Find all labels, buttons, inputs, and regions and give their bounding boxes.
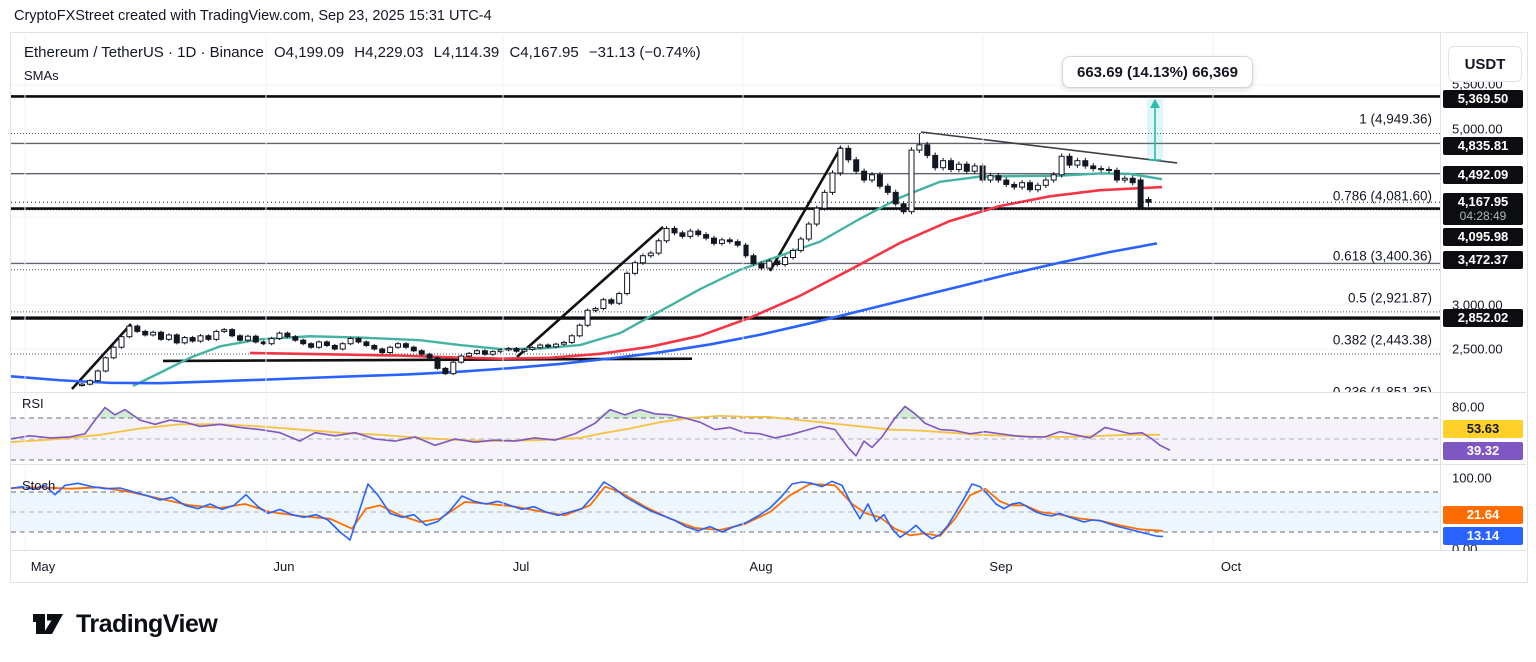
fib-level-label: 0.786 (4,081.60) (1332, 188, 1432, 204)
time-axis[interactable]: May Jun Jul Aug Sep Oct (10, 551, 1440, 581)
fib-level-label: 0.236 (1,851.35) (1333, 385, 1432, 392)
ohlc-high: H4,229.03 (354, 44, 424, 61)
price-level-badge: 4,492.09 (1443, 166, 1523, 184)
ohlc-low: L4,114.39 (433, 44, 500, 61)
price-level-badge: 3,472.37 (1443, 251, 1523, 269)
ohlc-open: O4,199.09 (274, 44, 345, 61)
fib-level-label: 0.5 (2,921.87) (1347, 290, 1432, 306)
price-level-badge: 2,852.02 (1443, 309, 1523, 327)
indicator-legend-rsi[interactable]: RSI (22, 396, 44, 411)
axis-price-label: 5,000.00 (1452, 121, 1503, 137)
symbol-title-row: Ethereum / TetherUS · 1D · Binance O4,19… (24, 44, 707, 61)
attribution-headline: CryptoFXStreet created with TradingView.… (14, 8, 492, 24)
indicator-legend-stoch[interactable]: Stoch (22, 478, 56, 493)
price-level-badge: 21.64 (1443, 506, 1523, 524)
price-level-badge: 4,095.98 (1443, 228, 1523, 246)
axis-price-label: 0.00 (1452, 541, 1478, 552)
axis-price-label: 80.00 (1452, 399, 1485, 415)
symbol-title[interactable]: Ethereum / TetherUS · 1D · Binance (24, 44, 264, 61)
price-axis[interactable]: 5,500.00 5,000.00 3,000.00 2,500.00 80.00 100… (1441, 33, 1526, 551)
time-axis-month-label: Sep (989, 559, 1013, 574)
time-axis-month-label: Oct (1220, 559, 1242, 574)
axis-price-label: 2,500.00 (1452, 341, 1503, 357)
time-axis-month-label: Jul (512, 559, 530, 574)
fib-level-label: 0.382 (2,443.38) (1332, 332, 1432, 348)
indicator-legend-smas[interactable]: SMAs (24, 68, 59, 83)
countdown-timer: 04:28:49 (1459, 209, 1507, 223)
price-level-badge: 39.32 (1443, 442, 1523, 460)
axis-price-label: 100.00 (1452, 470, 1492, 486)
fib-level-label: 1 (4,949.36) (1359, 111, 1432, 127)
time-axis-month-label: Jun (273, 559, 295, 574)
chart-legend[interactable]: Ethereum / TetherUS · 1D · Binance O4,19… (24, 44, 707, 83)
measurement-annotation-bubble: 663.69 (14.13%) 66,369 (1062, 56, 1253, 88)
time-axis-month-label: May (30, 559, 56, 574)
time-axis-month-label: Aug (749, 559, 773, 574)
currency-toggle-button[interactable]: USDT (1448, 46, 1522, 82)
tradingview-logo-text: TradingView (76, 609, 218, 638)
tradingview-logo-icon (33, 614, 63, 634)
price-change: −31.13 (−0.74%) (588, 44, 701, 61)
measurement-annotation-text: 663.69 (14.13%) 66,369 (1077, 63, 1238, 81)
price-level-badge: 13.14 (1443, 527, 1523, 545)
axis-price-label: 3,000.00 (1452, 297, 1503, 313)
price-level-badge: 4,835.81 (1443, 137, 1523, 155)
price-level-badge: 5,369.50 (1443, 90, 1523, 108)
price-level-badge: 53.63 (1443, 420, 1523, 438)
last-price-badge: 4,167.95 04:28:49 (1443, 193, 1523, 225)
tradingview-logo[interactable]: TradingView (30, 606, 218, 642)
fib-label-layer: 1 (4,949.36) 0.786 (4,081.60) 0.618 (3,400… (10, 33, 1440, 392)
fib-level-label: 0.618 (3,400.36) (1332, 248, 1432, 264)
ohlc-close: C4,167.95 (509, 44, 579, 61)
